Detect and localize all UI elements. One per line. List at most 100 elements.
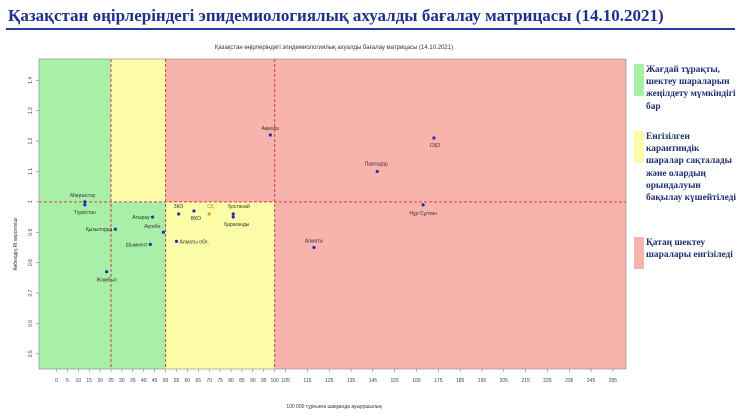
x-tick-label-20: 100 — [271, 378, 280, 384]
point-label-2: Атырау — [132, 215, 150, 221]
y-tick-label-4: 0.9 — [28, 229, 34, 236]
zone-1 — [39, 59, 112, 202]
data-point-4 — [161, 230, 165, 234]
point-label-0: Маңғыстау — [70, 193, 96, 199]
x-axis-label: 100 000 тұрғынға шаққанда ауырушылық — [286, 404, 382, 410]
x-tick-label-2: 10 — [75, 378, 81, 384]
y-tick-label-5: 1 — [28, 200, 34, 203]
y-tick-label-8: 1.3 — [28, 107, 34, 114]
point-label-6: Жамбыл — [97, 278, 117, 284]
y-axis-label: Көбеюдің Rt көрсеткіші — [13, 217, 19, 270]
data-point-0 — [83, 200, 87, 204]
data-point-17 — [312, 245, 316, 250]
y-tick-label-7: 1.2 — [28, 137, 34, 144]
y-tick-label-9: 1.4 — [28, 77, 34, 84]
point-label-14: Павлодар — [365, 161, 388, 167]
x-tick-label-9: 45 — [152, 378, 158, 384]
x-tick-label-21: 105 — [281, 378, 290, 384]
x-tick-label-6: 30 — [119, 378, 125, 384]
x-tick-label-15: 75 — [217, 378, 223, 384]
x-tick-label-0: 0 — [55, 378, 58, 384]
x-tick-label-11: 55 — [174, 378, 180, 384]
legend-swatch-green — [634, 64, 644, 96]
point-label-7: ЗКО — [174, 204, 184, 210]
x-tick-label-4: 20 — [97, 378, 103, 384]
x-tick-label-25: 145 — [369, 378, 378, 384]
data-point-8 — [192, 209, 196, 213]
x-tick-label-17: 85 — [239, 378, 245, 384]
data-point-11 — [231, 215, 235, 219]
x-tick-label-1: 5 — [66, 378, 69, 384]
x-tick-label-34: 235 — [565, 378, 574, 384]
x-tick-label-14: 70 — [206, 378, 212, 384]
points-layer: Маңғыстау Түркістан Атырау Қызылорда Ақтөбе Ш… — [70, 126, 440, 284]
legend-swatch-yellow — [634, 131, 644, 163]
zone-3 — [165, 201, 275, 369]
x-tick-label-18: 90 — [250, 378, 256, 384]
chart-title: Қазақстан өңірлеріндегі эпидемиологиялық… — [215, 45, 453, 51]
data-point-6 — [105, 270, 109, 274]
point-label-13: Ақмола — [262, 126, 280, 132]
data-point-12 — [207, 212, 211, 216]
point-label-12: СҚ — [207, 204, 214, 210]
legend-swatch-red — [634, 237, 644, 269]
title-divider — [6, 28, 735, 30]
point-label-5: Шымкент — [126, 242, 148, 248]
x-tick-label-36: 255 — [609, 378, 618, 384]
legend-text-red: Қатаң шектеу шаралары енгізіледі — [646, 238, 733, 261]
legend-item-yellow: Енгізілген карантиндік шаралар сақталады… — [634, 131, 738, 221]
y-tick-label-6: 1.1 — [28, 168, 34, 175]
x-tick-label-31: 205 — [500, 378, 509, 384]
page-title: Қазақстан өңірлеріндегі эпидемиологиялық… — [8, 6, 664, 25]
data-point-14 — [375, 169, 379, 174]
point-label-1: Түркістан — [74, 210, 96, 216]
data-point-5 — [148, 242, 152, 246]
x-tick-label-26: 155 — [391, 378, 400, 384]
legend-text-yellow: Енгізілген карантиндік шаралар сақталады… — [646, 132, 737, 204]
point-label-16: Нұр-Сұлтан — [409, 211, 437, 217]
zone-2 — [111, 59, 166, 202]
point-label-3: Қызылорда — [86, 227, 113, 233]
zones-layer — [39, 59, 626, 369]
data-point-10 — [231, 212, 235, 216]
x-tick-label-3: 15 — [86, 378, 92, 384]
axes: 0 5 10 15 20 25 30 35 40 45 50 55 60 65 70 75 80 85 90 95 10… — [28, 58, 627, 384]
plot-frame — [38, 58, 627, 370]
data-point-13 — [268, 133, 272, 137]
x-tick-label-35: 245 — [587, 378, 596, 384]
legend-item-red: Қатаң шектеу шаралары енгізіледі — [634, 237, 738, 287]
x-tick-label-13: 65 — [196, 378, 202, 384]
risk-matrix-chart: Қазақстан өңірлеріндегі эпидемиологиялық… — [13, 45, 627, 410]
y-tick-label-1: 0.6 — [28, 320, 34, 327]
x-tick-label-5: 25 — [108, 378, 114, 384]
x-tick-label-28: 175 — [434, 378, 443, 384]
y-tick-label-2: 0.7 — [28, 289, 34, 296]
data-point-9 — [174, 239, 179, 243]
x-tick-label-19: 95 — [261, 378, 267, 384]
point-label-9: Алматы обл. — [179, 239, 208, 245]
x-tick-label-12: 60 — [185, 378, 191, 384]
x-tick-label-32: 215 — [521, 378, 530, 384]
point-label-10: Қостанай — [228, 203, 250, 210]
legend-item-green: Жағдай тұрақты, шектеу шараларын жеңілде… — [634, 64, 738, 128]
x-tick-label-8: 40 — [141, 378, 147, 384]
x-tick-label-29: 185 — [456, 378, 465, 384]
point-label-17: Алматы — [305, 238, 324, 244]
threshold-lines — [39, 59, 626, 369]
data-point-3 — [113, 227, 117, 231]
y-tick-label-3: 0.8 — [28, 259, 34, 266]
data-point-16 — [421, 203, 425, 207]
zone-0 — [39, 201, 166, 369]
data-point-7 — [177, 212, 181, 216]
y-tick-label-0: 0.5 — [28, 350, 34, 357]
zone-4 — [165, 59, 626, 202]
zone-5 — [274, 201, 626, 369]
data-point-15 — [432, 136, 436, 140]
x-tick-label-23: 125 — [325, 378, 334, 384]
x-tick-label-27: 165 — [412, 378, 421, 384]
point-label-4: Ақтөбе — [144, 224, 160, 230]
x-tick-label-10: 50 — [163, 378, 169, 384]
point-label-15: СҚО — [430, 143, 441, 149]
x-tick-label-22: 115 — [303, 378, 311, 384]
x-tick-label-7: 35 — [130, 378, 136, 384]
